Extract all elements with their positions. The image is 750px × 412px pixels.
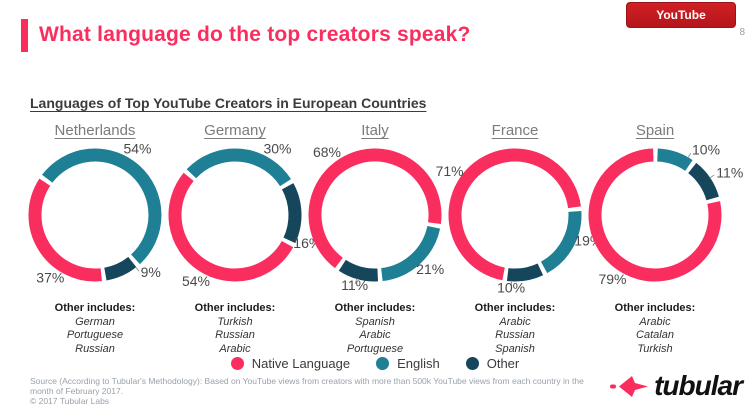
leader-line-other <box>354 278 358 284</box>
donut-france: 71%19%10% <box>436 148 602 296</box>
percent-label-other: 9% <box>141 264 161 280</box>
legend-item-english: English <box>376 356 440 371</box>
country-france: France 71% 19% 10% Other includes: Arabic Russ… <box>436 121 603 356</box>
page-title: What language do the top creators speak? <box>39 23 471 46</box>
country-label-germany: Germany <box>204 122 266 139</box>
percent-label-english: 10% <box>692 142 720 158</box>
other-includes-item: Arabic <box>219 342 251 355</box>
youtube-badge[interactable]: YouTube <box>626 2 736 28</box>
leader-line-other <box>709 174 715 179</box>
other-includes-item: Turkish <box>637 342 673 355</box>
legend-dot-english-icon <box>376 357 390 370</box>
other-includes-item: Russian <box>75 342 115 355</box>
other-includes-label: Other includes: <box>54 302 136 314</box>
segment-native <box>28 178 102 282</box>
other-includes-item: German <box>75 315 115 328</box>
segment-english <box>540 211 582 274</box>
other-includes-item: Catalan <box>636 329 674 341</box>
donut-italy: 68% 21% 11% <box>308 144 444 293</box>
segment-native <box>308 148 442 269</box>
percent-label-native: 68% <box>313 144 341 160</box>
segment-other <box>338 259 379 282</box>
country-label-france: France <box>491 122 539 139</box>
segment-english <box>186 148 292 187</box>
footer: Source (According to Tubular's Methodolo… <box>30 376 584 406</box>
other-includes-item: Turkish <box>217 315 253 328</box>
leader-line-english <box>687 152 692 159</box>
other-includes-item: Spanish <box>495 342 535 355</box>
legend-dot-other-icon <box>465 357 479 370</box>
tubular-logo: tubular <box>610 370 743 402</box>
percent-label-native: 37% <box>36 270 64 286</box>
country-italy: Italy 68% 21% 11% Other includes: Spanish Arab… <box>305 121 445 356</box>
source-text-line2: month of February 2017. <box>30 386 124 396</box>
leader-line-other <box>135 266 140 272</box>
segment-english <box>42 148 162 265</box>
legend-label-english: English <box>397 356 440 371</box>
other-includes-item: Portuguese <box>66 329 124 341</box>
legend-item-native: Native Language <box>230 356 351 371</box>
segment-native <box>588 148 722 282</box>
legend-label-other: Other <box>486 356 520 371</box>
percent-label-other: 11% <box>716 164 743 180</box>
other-includes-item: Arabic <box>499 315 531 328</box>
other-includes-france: Other includes: Arabic Russian Spanish <box>475 302 556 356</box>
other-includes-label: Other includes: <box>334 302 416 314</box>
country-germany: Germany 54% 30% 16% Other includes: Turkish Ru… <box>165 121 321 356</box>
other-includes-label: Other includes: <box>614 302 696 314</box>
other-includes-item: Arabic <box>639 315 671 328</box>
chart-title: Languages of Top YouTube Creators in Eur… <box>30 95 427 111</box>
country-label-italy: Italy <box>361 122 389 139</box>
percent-label-other: 10% <box>497 280 525 296</box>
segment-native <box>448 148 581 281</box>
country-label-spain: Spain <box>635 122 675 139</box>
other-includes-netherlands: Other includes: German Portuguese Russian <box>55 302 136 356</box>
segment-other <box>104 256 137 281</box>
other-includes-label: Other includes: <box>474 302 556 314</box>
segment-native <box>168 172 294 282</box>
percent-label-english: 30% <box>263 140 291 156</box>
segment-english <box>380 225 441 282</box>
percent-label-native: 71% <box>436 163 464 179</box>
percent-label-english: 21% <box>416 261 444 277</box>
page-number: 8 <box>739 27 745 38</box>
other-includes-germany: Other includes: Turkish Russian Arabic <box>195 302 276 356</box>
tubular-logo-wordmark: tubular <box>654 370 743 401</box>
segment-other <box>688 162 719 201</box>
segment-english <box>656 148 693 172</box>
title-accent-bar <box>21 19 28 52</box>
other-includes-label: Other includes: <box>194 302 276 314</box>
other-includes-item: Arabic <box>359 329 391 341</box>
other-includes-item: Spanish <box>355 315 395 328</box>
country-spain: Spain 79% 10% 11% Other includes: Arabic Catal… <box>585 121 743 356</box>
donut-netherlands: 37% 54% 9% <box>28 140 162 286</box>
copyright-text: © 2017 Tubular Labs <box>30 396 110 406</box>
country-label-netherlands: Netherlands <box>54 122 136 139</box>
segment-other <box>506 263 544 282</box>
other-includes-item: Portuguese <box>346 342 404 355</box>
donut-spain: 79% 10% 11% <box>588 142 743 287</box>
country-netherlands: Netherlands 37% 54% 9% Other includes: German… <box>25 121 165 356</box>
other-includes-spain: Other includes: Arabic Catalan Turkish <box>615 302 696 356</box>
percent-label-native: 54% <box>182 273 210 289</box>
other-includes-item: Russian <box>495 329 535 341</box>
other-includes-italy: Other includes: Spanish Arabic Portuguese <box>335 302 416 356</box>
legend-dot-native-icon <box>230 357 244 370</box>
segment-other <box>281 183 302 244</box>
legend-item-other: Other <box>465 356 520 371</box>
charts-row: Netherlands 37% 54% 9% Other includes: German… <box>25 121 743 356</box>
percent-label-other: 11% <box>341 277 368 293</box>
legend: Native Language English Other <box>0 356 750 371</box>
legend-label-native: Native Language <box>251 356 351 371</box>
source-text-line1: Source (According to Tubular's Methodolo… <box>30 376 584 386</box>
tubular-logo-mark-icon <box>610 376 649 397</box>
percent-label-native: 79% <box>598 271 626 287</box>
percent-label-english: 54% <box>123 140 151 156</box>
donut-germany: 54%30%16% <box>168 140 321 289</box>
other-includes-item: Russian <box>215 329 255 341</box>
